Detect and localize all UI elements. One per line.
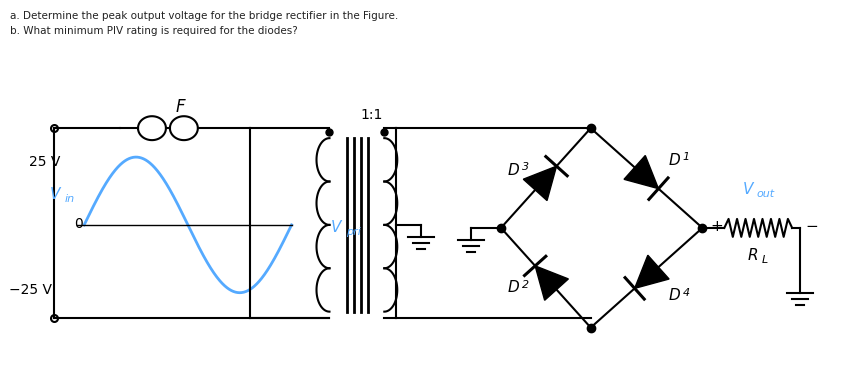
Text: 3: 3 xyxy=(522,162,529,172)
Text: 1:1: 1:1 xyxy=(360,108,383,122)
Polygon shape xyxy=(523,166,557,200)
Text: b. What minimum PIV rating is required for the diodes?: b. What minimum PIV rating is required f… xyxy=(10,26,298,36)
Text: +: + xyxy=(710,219,722,234)
Text: D: D xyxy=(508,280,520,295)
Text: 0: 0 xyxy=(74,217,83,231)
Text: V: V xyxy=(50,188,61,203)
Text: L: L xyxy=(761,255,768,265)
Text: V: V xyxy=(331,220,341,235)
Text: −: − xyxy=(806,219,818,234)
Text: a. Determine the peak output voltage for the bridge rectifier in the Figure.: a. Determine the peak output voltage for… xyxy=(10,11,399,21)
Text: in: in xyxy=(64,194,74,204)
Text: 4: 4 xyxy=(682,288,690,298)
Polygon shape xyxy=(635,255,669,288)
Text: 1: 1 xyxy=(682,152,690,162)
Text: D: D xyxy=(669,288,680,303)
Text: F: F xyxy=(175,98,185,116)
Text: out: out xyxy=(756,189,775,199)
Polygon shape xyxy=(624,156,659,189)
Text: 2: 2 xyxy=(522,280,529,290)
Text: R: R xyxy=(748,248,759,263)
Text: pri: pri xyxy=(346,227,362,237)
Polygon shape xyxy=(535,266,569,300)
Text: D: D xyxy=(508,162,520,177)
Text: D: D xyxy=(669,153,680,168)
Text: −25 V: −25 V xyxy=(9,283,52,297)
Text: 25 V: 25 V xyxy=(29,155,61,169)
Text: V: V xyxy=(743,182,754,197)
